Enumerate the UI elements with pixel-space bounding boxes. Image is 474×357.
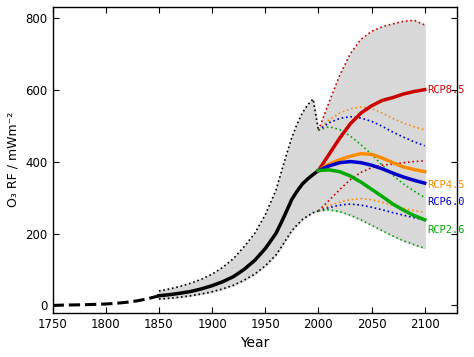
Text: RCP6.0: RCP6.0 (427, 197, 465, 207)
Text: RCP8.5: RCP8.5 (427, 85, 465, 95)
X-axis label: Year: Year (240, 336, 269, 350)
Y-axis label: O₃ RF / mWm⁻²: O₃ RF / mWm⁻² (7, 112, 20, 207)
Text: RCP4.5: RCP4.5 (427, 180, 465, 190)
Text: RCP2.6: RCP2.6 (427, 225, 465, 235)
